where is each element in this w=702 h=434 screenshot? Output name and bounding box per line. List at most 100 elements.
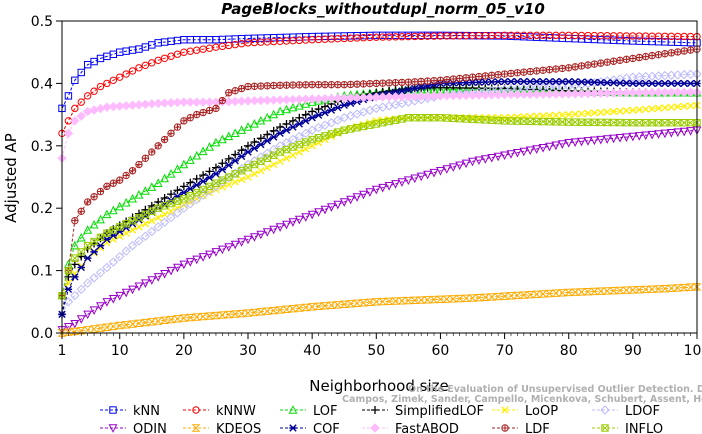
point-cof-98 <box>680 79 688 88</box>
point-fastabod-5 <box>82 106 93 117</box>
point-loop-11 <box>122 229 130 237</box>
point-fastabod-73 <box>519 89 529 100</box>
point-ldof-99 <box>685 69 696 80</box>
legend-marker-lof <box>288 405 298 414</box>
point-kdeos-11 <box>121 321 131 329</box>
point-odin-20 <box>179 260 189 270</box>
point-odin-60 <box>436 167 445 176</box>
point-cof-65 <box>468 78 477 87</box>
point-fastabod-74 <box>525 89 535 100</box>
point-fastabod-22 <box>191 97 202 107</box>
point-fastabod-2 <box>63 128 74 139</box>
series-inflo <box>58 114 701 300</box>
point-cof-34 <box>269 133 278 141</box>
point-odin-51 <box>378 183 388 193</box>
point-fastabod-37 <box>288 94 298 105</box>
point-odin-18 <box>166 266 176 276</box>
point-cof-33 <box>263 137 271 145</box>
point-knnw-19 <box>173 50 182 58</box>
point-simplifiedlof-27 <box>224 154 233 163</box>
point-simplifiedlof-18 <box>167 190 176 199</box>
point-loop-3 <box>71 270 79 278</box>
point-fastabod-65 <box>467 90 478 100</box>
legend-label-knnw: kNNW <box>216 404 256 419</box>
point-kdeos-22 <box>192 313 202 321</box>
x-tick-label-80: 80 <box>560 343 578 359</box>
point-ldf-12 <box>128 167 137 175</box>
point-knnw-7 <box>96 82 105 91</box>
point-loop-38 <box>295 148 303 156</box>
point-lof-32 <box>256 115 266 125</box>
point-fastabod-50 <box>371 92 382 102</box>
point-odin-42 <box>320 205 330 215</box>
point-cof-99 <box>686 79 695 88</box>
point-kdeos-65 <box>468 294 477 302</box>
point-knn-3 <box>71 76 79 84</box>
point-ldof-4 <box>76 284 86 295</box>
point-ldf-28 <box>231 86 239 95</box>
point-fastabod-52 <box>384 92 394 102</box>
series-kdeos <box>57 283 702 337</box>
point-kdeos-81 <box>570 288 580 296</box>
point-cof-85 <box>597 78 605 87</box>
point-lof-4 <box>76 232 86 242</box>
point-fastabod-51 <box>377 92 388 102</box>
point-ldof-6 <box>89 273 99 283</box>
point-loop-29 <box>237 175 246 184</box>
point-fastabod-69 <box>493 90 503 100</box>
point-fastabod-77 <box>544 89 555 99</box>
point-ldf-25 <box>212 104 220 113</box>
point-lof-19 <box>173 164 182 173</box>
point-loop-18 <box>167 207 175 215</box>
point-knnw-8 <box>103 79 111 88</box>
point-ldf-20 <box>180 117 188 125</box>
point-kdeos-94 <box>654 285 663 293</box>
legend-marker-knn <box>109 406 117 414</box>
point-inflo-2 <box>64 266 73 275</box>
x-tick-label-90: 90 <box>624 343 642 359</box>
x-tick-label-100: 100 <box>684 343 702 359</box>
point-simplifiedlof-36 <box>282 119 291 128</box>
point-ldf-4 <box>77 207 85 216</box>
point-odin-71 <box>506 150 516 159</box>
point-kdeos-45 <box>339 300 349 308</box>
point-odin-79 <box>557 140 567 149</box>
legend-item-cof: COF <box>280 422 340 434</box>
point-loop-49 <box>366 119 374 127</box>
point-lof-15 <box>147 182 157 191</box>
point-simplifiedlof-13 <box>134 209 143 218</box>
point-loop-28 <box>231 178 239 186</box>
point-kdeos-56 <box>410 296 420 305</box>
point-loop-79 <box>558 111 566 119</box>
point-fastabod-30 <box>243 96 253 106</box>
point-kdeos-96 <box>666 284 676 293</box>
point-cof-56 <box>411 84 419 93</box>
point-odin-98 <box>679 127 689 137</box>
point-fastabod-49 <box>365 92 375 103</box>
point-fastabod-84 <box>589 88 600 99</box>
point-kdeos-90 <box>628 286 638 294</box>
point-lof-17 <box>160 173 170 183</box>
point-ldof-93 <box>647 71 657 81</box>
point-cof-95 <box>661 79 669 88</box>
point-cof-22 <box>192 181 201 189</box>
point-loop-35 <box>276 157 284 166</box>
point-simplifiedlof-7 <box>96 234 105 243</box>
point-lof-35 <box>275 106 285 116</box>
point-fastabod-27 <box>224 96 234 107</box>
point-kdeos-78 <box>551 289 561 297</box>
point-odin-48 <box>359 190 368 200</box>
point-cof-23 <box>199 177 207 186</box>
legend-item-ldf: LDF <box>492 422 550 434</box>
legend-label-odin: ODIN <box>133 422 167 434</box>
point-odin-9 <box>108 294 118 304</box>
point-ldof-10 <box>115 251 125 262</box>
x-tick-label-1: 1 <box>58 343 67 359</box>
point-cof-87 <box>609 79 618 87</box>
point-lof-36 <box>282 104 291 114</box>
point-ldof-27 <box>224 172 234 183</box>
point-inflo-7 <box>96 233 105 242</box>
point-ldof-26 <box>217 177 228 187</box>
series-ldof <box>57 69 702 319</box>
point-odin-61 <box>442 165 452 174</box>
